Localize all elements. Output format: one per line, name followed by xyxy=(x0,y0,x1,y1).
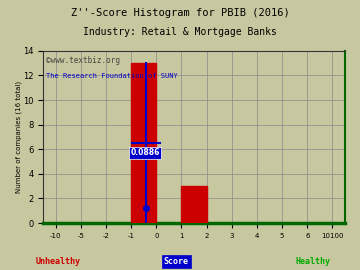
Text: ©www.textbiz.org: ©www.textbiz.org xyxy=(46,56,120,65)
Text: Industry: Retail & Mortgage Banks: Industry: Retail & Mortgage Banks xyxy=(83,27,277,37)
Y-axis label: Number of companies (16 total): Number of companies (16 total) xyxy=(15,81,22,193)
Text: Healthy: Healthy xyxy=(295,257,330,266)
Text: 0.0886: 0.0886 xyxy=(130,148,160,157)
Text: Score: Score xyxy=(164,257,189,266)
Bar xyxy=(181,186,207,223)
Text: Unhealthy: Unhealthy xyxy=(36,257,81,266)
Text: Z''-Score Histogram for PBIB (2016): Z''-Score Histogram for PBIB (2016) xyxy=(71,8,289,18)
Bar xyxy=(131,63,156,223)
Text: The Research Foundation of SUNY: The Research Foundation of SUNY xyxy=(46,73,178,79)
